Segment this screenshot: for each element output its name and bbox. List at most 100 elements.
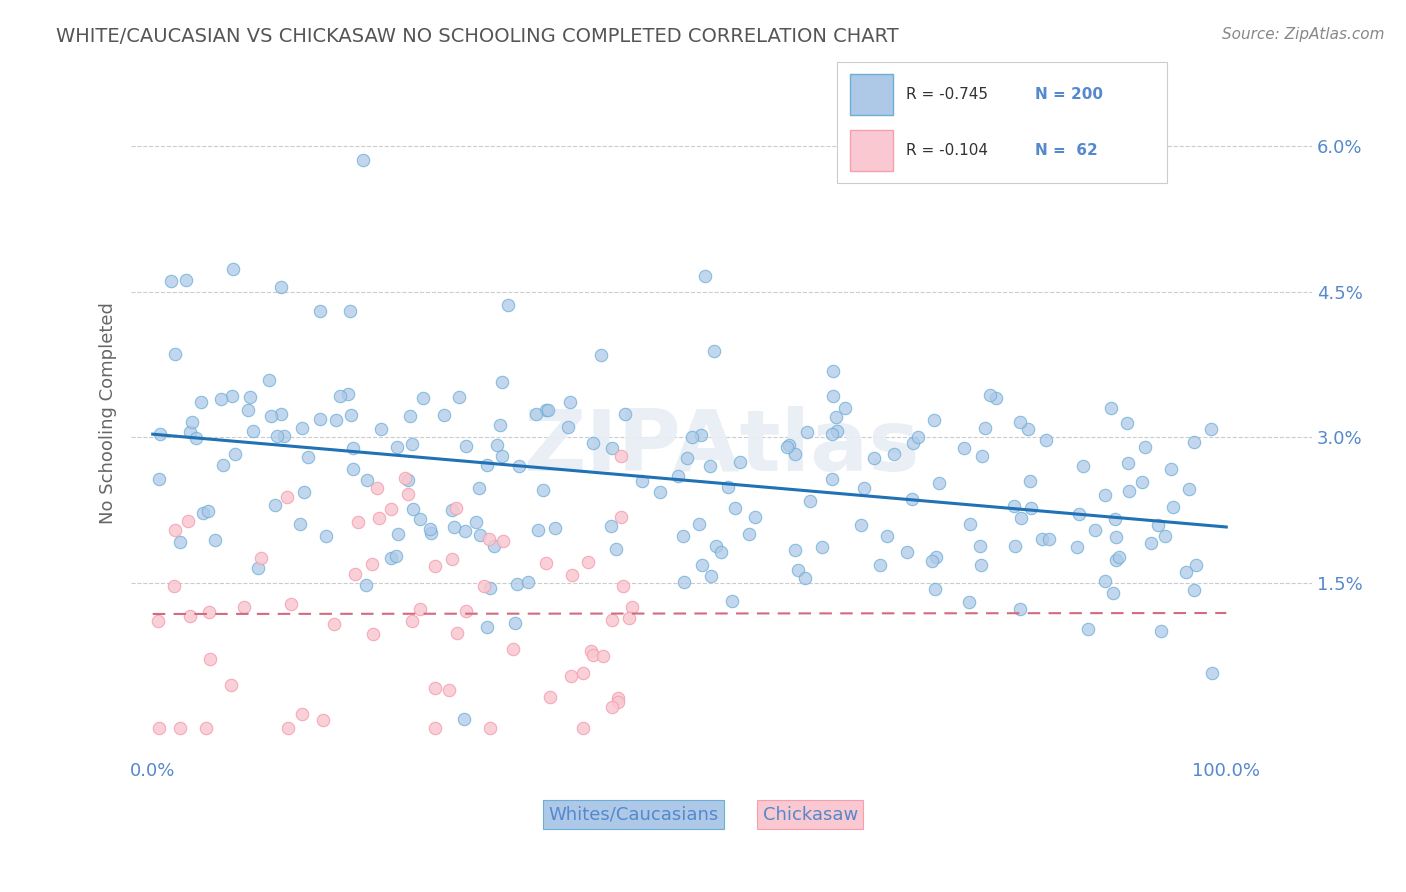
Point	[468, 527, 491, 541]
Point	[821, 389, 844, 403]
Point	[482, 539, 505, 553]
Point	[1094, 488, 1116, 502]
Point	[1105, 530, 1128, 544]
Point	[1154, 529, 1177, 543]
Point	[1108, 549, 1130, 564]
Point	[409, 601, 432, 615]
Point	[453, 712, 475, 726]
Point	[433, 409, 456, 423]
Point	[621, 599, 644, 614]
Point	[610, 509, 633, 524]
Point	[700, 569, 723, 583]
Point	[959, 594, 981, 608]
Point	[198, 651, 221, 665]
Text: WHITE/CAUCASIAN VS CHICKASAW NO SCHOOLING COMPLETED CORRELATION CHART: WHITE/CAUCASIAN VS CHICKASAW NO SCHOOLIN…	[56, 27, 898, 45]
Point	[1071, 459, 1094, 474]
Point	[1104, 512, 1126, 526]
Point	[148, 614, 170, 628]
Point	[368, 511, 391, 525]
Point	[896, 545, 918, 559]
Point	[1201, 665, 1223, 680]
Point	[1118, 484, 1140, 499]
Point	[270, 280, 292, 294]
Point	[1019, 500, 1042, 515]
Point	[600, 441, 623, 455]
Point	[479, 721, 502, 735]
Point	[309, 304, 332, 318]
Point	[710, 545, 733, 559]
Point	[1004, 539, 1026, 553]
Point	[924, 413, 946, 427]
Point	[380, 502, 402, 516]
Point	[610, 450, 633, 464]
Point	[561, 568, 583, 582]
Text: Whites/Caucasians: Whites/Caucasians	[548, 805, 718, 823]
Point	[197, 504, 219, 518]
Point	[505, 577, 527, 591]
Point	[169, 535, 191, 549]
Point	[440, 503, 463, 517]
Point	[486, 438, 509, 452]
Point	[666, 468, 689, 483]
Point	[1199, 422, 1222, 436]
Point	[579, 644, 602, 658]
Point	[456, 439, 478, 453]
Point	[1017, 421, 1039, 435]
Point	[399, 409, 422, 423]
Point	[446, 626, 468, 640]
Point	[524, 408, 547, 422]
Point	[821, 472, 844, 486]
Point	[177, 514, 200, 528]
Point	[340, 408, 363, 422]
Point	[534, 556, 557, 570]
Point	[423, 558, 446, 573]
Point	[280, 597, 302, 611]
Point	[491, 376, 513, 390]
Point	[149, 427, 172, 442]
Point	[236, 403, 259, 417]
Point	[614, 407, 637, 421]
Point	[423, 721, 446, 735]
Point	[249, 550, 271, 565]
Point	[478, 533, 501, 547]
Point	[673, 575, 696, 590]
Point	[924, 582, 946, 597]
Text: Chickasaw: Chickasaw	[762, 805, 858, 823]
Point	[1182, 583, 1205, 598]
Point	[444, 501, 467, 516]
Point	[1008, 415, 1031, 429]
Point	[717, 480, 740, 494]
Point	[778, 438, 800, 452]
Point	[979, 388, 1001, 402]
Point	[600, 699, 623, 714]
Point	[342, 442, 364, 456]
Point	[315, 529, 337, 543]
Point	[785, 542, 807, 557]
Point	[693, 268, 716, 283]
Point	[607, 695, 630, 709]
Point	[1031, 532, 1053, 546]
Point	[329, 389, 352, 403]
Point	[1038, 532, 1060, 546]
Point	[290, 516, 312, 531]
Point	[558, 395, 581, 409]
Point	[468, 481, 491, 495]
Point	[346, 516, 368, 530]
Point	[394, 471, 416, 485]
Point	[560, 669, 582, 683]
Point	[704, 540, 727, 554]
Point	[260, 409, 283, 423]
Text: R = -0.104: R = -0.104	[905, 143, 988, 158]
Point	[477, 458, 499, 472]
Point	[851, 517, 873, 532]
Point	[1094, 574, 1116, 588]
Point	[592, 649, 614, 664]
Point	[600, 519, 623, 533]
Point	[361, 557, 384, 571]
Point	[219, 678, 242, 692]
Point	[1185, 558, 1208, 572]
Point	[534, 403, 557, 417]
Point	[276, 490, 298, 504]
Point	[688, 517, 710, 532]
Point	[1116, 416, 1139, 430]
